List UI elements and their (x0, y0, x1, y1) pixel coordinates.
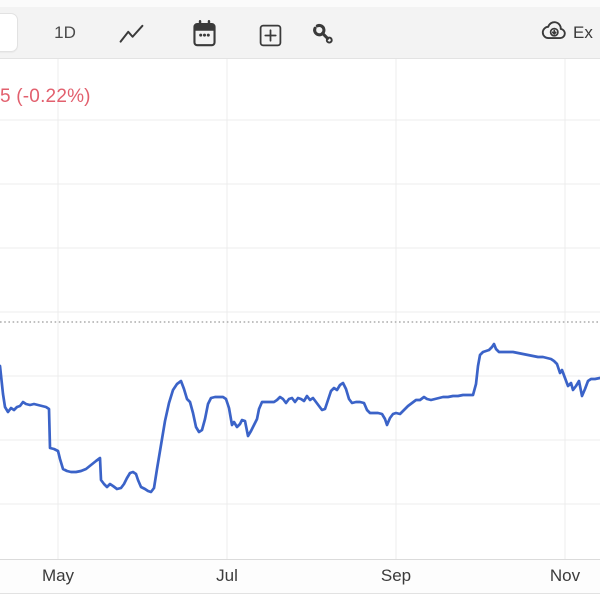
x-axis-label: Sep (380, 566, 412, 585)
calendar-icon (191, 19, 218, 48)
calendar-button[interactable] (189, 17, 219, 49)
settings-button[interactable] (308, 19, 338, 51)
x-axis-label: May (41, 566, 75, 585)
chart-toolbar: 1D (0, 0, 600, 59)
timeframe-button[interactable]: 1D (42, 18, 88, 48)
timeframe-label: 1D (54, 23, 76, 42)
quote-change-text: 5 (-0.22%) (0, 86, 91, 107)
price-line (0, 342, 600, 494)
cloud-download-icon (540, 18, 569, 49)
x-axis-label: Jul (216, 566, 238, 585)
wrench-icon (309, 20, 337, 50)
x-axis-label: Nov (549, 566, 581, 585)
compare-add-button[interactable] (256, 21, 284, 49)
plus-square-icon (258, 23, 283, 48)
cutoff-left-button[interactable] (0, 13, 18, 52)
export-button[interactable]: Ex (540, 17, 600, 49)
trend-line-icon (118, 22, 145, 46)
export-label: Ex (573, 23, 593, 42)
chart-type-button[interactable] (115, 19, 147, 49)
x-axis-strip: May Jul Sep Nov (0, 559, 600, 594)
